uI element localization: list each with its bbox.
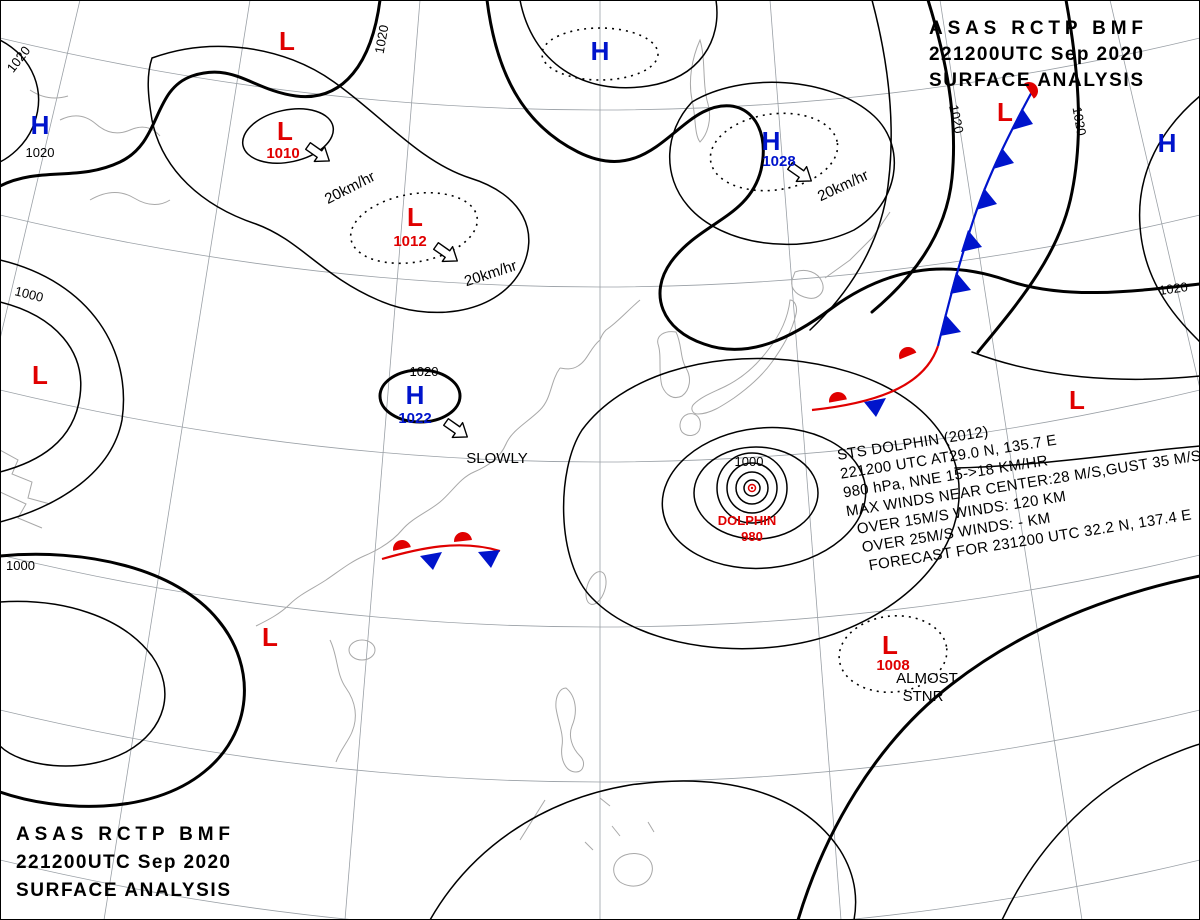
high-symbol: H — [31, 110, 50, 140]
motion-label-stnr: STNR — [903, 688, 944, 705]
isobar-label: 1020 — [4, 43, 34, 75]
isobar-label: 1000 — [6, 558, 35, 573]
low-value: 1010 — [266, 145, 299, 162]
storm-pressure-label: 980 — [741, 529, 763, 544]
typhoon-dolphin-isobars — [562, 357, 960, 650]
storm-info-block: STS DOLPHIN (2012) 221200 UTC AT29.0 N, … — [836, 423, 1200, 574]
movement-arrows — [305, 142, 812, 439]
motion-label-slowly: SLOWLY — [466, 450, 527, 467]
high-value: 1022 — [398, 410, 431, 427]
chart-title-line1: ASAS RCTP BMF — [929, 18, 1143, 39]
high-value: 1020 — [26, 145, 55, 160]
stationary-front-west — [381, 532, 501, 570]
isobar-label: 1020 — [372, 24, 392, 55]
speed-label: 20km/hr — [322, 168, 378, 208]
isobar-label: 1020 — [946, 103, 967, 134]
movement-arrow — [433, 242, 458, 263]
title-block-bottom-left: ASAS RCTP BMF 221200UTC Sep 2020 SURFACE… — [16, 824, 230, 901]
chart-title-line2: 221200UTC Sep 2020 — [929, 44, 1143, 65]
low-value: 1012 — [393, 233, 426, 250]
high-symbol: H — [591, 36, 610, 66]
coastlines — [0, 38, 891, 887]
typhoon-labels: 1000 DOLPHIN 980 — [718, 454, 777, 544]
stationary-front-east — [811, 345, 940, 417]
isobar-label: 1000 — [13, 283, 45, 305]
low-symbol: L — [277, 116, 293, 146]
storm-center-icon — [747, 483, 757, 493]
isobar-label: 1020 — [1070, 106, 1090, 137]
high-value: 1028 — [762, 153, 795, 170]
isobar-label: 1020 — [1158, 279, 1189, 298]
storm-name-label: DOLPHIN — [718, 513, 777, 528]
chart-title-line3: SURFACE ANALYSIS — [16, 880, 230, 901]
low-symbol: L — [407, 202, 423, 232]
chart-title-line2: 221200UTC Sep 2020 — [16, 852, 230, 873]
low-symbol: L — [262, 622, 278, 652]
high-symbol: H — [762, 126, 781, 156]
high-ring-value: 1020 — [410, 364, 439, 379]
isobars-dashed — [349, 27, 948, 694]
movement-arrow — [305, 142, 330, 163]
high-symbol: H — [406, 380, 425, 410]
pressure-system-labels: H 1020 L L 1010 L 1012 H H 1028 H L 1020… — [26, 26, 1177, 674]
title-block-top-right: ASAS RCTP BMF 221200UTC Sep 2020 SURFACE… — [929, 18, 1143, 91]
high-symbol: H — [1158, 128, 1177, 158]
low-symbol: L — [997, 97, 1013, 127]
motion-label-almost: ALMOST — [896, 670, 958, 687]
low-symbol: L — [32, 360, 48, 390]
storm-outer-isobar-label: 1000 — [735, 454, 764, 469]
movement-arrow — [787, 162, 812, 183]
low-symbol: L — [279, 26, 295, 56]
low-value: 1008 — [876, 657, 909, 674]
low-symbol: L — [1069, 385, 1085, 415]
low-symbol: L — [882, 630, 898, 660]
cold-front — [936, 82, 1038, 347]
chart-title-line1: ASAS RCTP BMF — [16, 824, 230, 845]
speed-label: 20km/hr — [815, 167, 871, 205]
movement-arrow — [443, 418, 468, 439]
